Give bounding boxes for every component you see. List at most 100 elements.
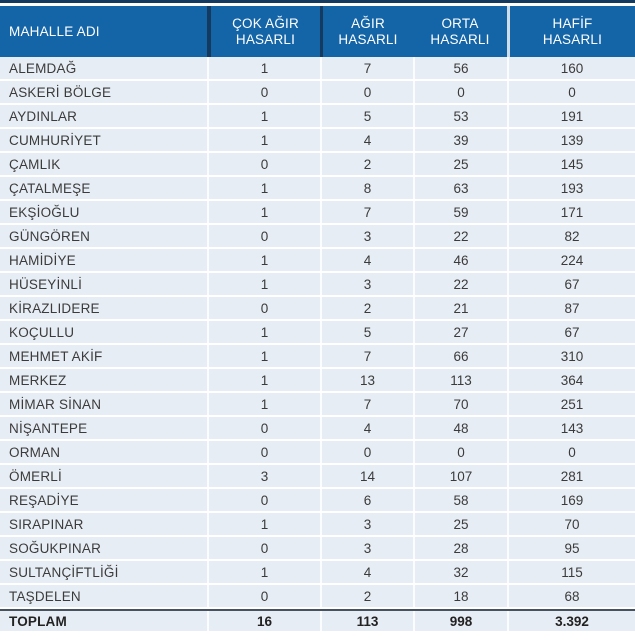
damage-count: 7 xyxy=(320,345,413,367)
damage-count: 1 xyxy=(207,513,320,535)
damage-count: 0 xyxy=(207,489,320,511)
damage-count: 2 xyxy=(320,297,413,319)
table-row: KOÇULLU 1 5 27 67 xyxy=(0,321,635,345)
table-body: ALEMDAĞ 1 7 56 160 ASKERİ BÖLGE 0 0 0 0 AYDINLAR 1 5… xyxy=(0,57,635,609)
damage-count: 191 xyxy=(507,105,635,127)
damage-count: 25 xyxy=(413,153,507,175)
table-row: TAŞDELEN 0 2 18 68 xyxy=(0,585,635,609)
header-line2: HASARLI xyxy=(542,31,603,47)
damage-count: 145 xyxy=(507,153,635,175)
damage-count: 0 xyxy=(207,537,320,559)
neighborhood-name: ÖMERLİ xyxy=(9,468,62,484)
table-row: ASKERİ BÖLGE 0 0 0 0 xyxy=(0,81,635,105)
table-row: SIRAPINAR 1 3 25 70 xyxy=(0,513,635,537)
neighborhood-name: SIRAPINAR xyxy=(9,516,84,532)
damage-count: 0 xyxy=(413,81,507,103)
damage-count: 364 xyxy=(507,369,635,391)
damage-count: 66 xyxy=(413,345,507,367)
damage-count: 4 xyxy=(320,561,413,583)
damage-count: 139 xyxy=(507,129,635,151)
damage-count: 63 xyxy=(413,177,507,199)
table-row: ÖMERLİ 3 14 107 281 xyxy=(0,465,635,489)
column-header-mahalle-adi: MAHALLE ADI xyxy=(0,6,207,57)
header-line1: AĞIR xyxy=(351,15,385,31)
damage-count: 3 xyxy=(207,465,320,487)
table-row: CUMHURİYET 1 4 39 139 xyxy=(0,129,635,153)
neighborhood-name: MERKEZ xyxy=(9,372,67,388)
damage-count: 1 xyxy=(207,321,320,343)
damage-count: 8 xyxy=(320,177,413,199)
damage-count: 3 xyxy=(320,513,413,535)
neighborhood-name: ASKERİ BÖLGE xyxy=(9,84,112,100)
neighborhood-name: ÇATALMEŞE xyxy=(9,180,91,196)
damage-count: 56 xyxy=(413,57,507,79)
neighborhood-name: MİMAR SİNAN xyxy=(9,396,102,412)
table-row: AYDINLAR 1 5 53 191 xyxy=(0,105,635,129)
damage-count: 1 xyxy=(207,393,320,415)
table-row: EKŞİOĞLU 1 7 59 171 xyxy=(0,201,635,225)
header-line1: MAHALLE ADI xyxy=(9,23,100,39)
damage-count: 13 xyxy=(320,369,413,391)
header-line2: HASARLI xyxy=(338,31,398,47)
damage-count: 1 xyxy=(207,345,320,367)
damage-count: 171 xyxy=(507,201,635,223)
damage-count: 0 xyxy=(207,297,320,319)
total-row: TOPLAM 16 113 998 3.392 xyxy=(0,609,635,633)
table-row: REŞADİYE 0 6 58 169 xyxy=(0,489,635,513)
damage-count: 7 xyxy=(320,201,413,223)
damage-count: 1 xyxy=(207,369,320,391)
damage-count: 0 xyxy=(413,441,507,463)
damage-count: 7 xyxy=(320,57,413,79)
damage-count: 39 xyxy=(413,129,507,151)
neighborhood-name: ÇAMLIK xyxy=(9,156,61,172)
table-row: ORMAN 0 0 0 0 xyxy=(0,441,635,465)
table-row: ÇATALMEŞE 1 8 63 193 xyxy=(0,177,635,201)
damage-count: 0 xyxy=(207,417,320,439)
damage-count: 28 xyxy=(413,537,507,559)
damage-count: 53 xyxy=(413,105,507,127)
header-line2: HASARLI xyxy=(430,31,490,47)
neighborhood-name: MEHMET AKİF xyxy=(9,348,103,364)
damage-count: 68 xyxy=(507,585,635,607)
damage-count: 0 xyxy=(320,441,413,463)
damage-count: 1 xyxy=(207,129,320,151)
damage-count: 4 xyxy=(320,129,413,151)
neighborhood-name: EKŞİOĞLU xyxy=(9,204,80,220)
table-row: KİRAZLIDERE 0 2 21 87 xyxy=(0,297,635,321)
damage-count: 193 xyxy=(507,177,635,199)
damage-count: 1 xyxy=(207,105,320,127)
damage-count: 25 xyxy=(413,513,507,535)
neighborhood-name: ORMAN xyxy=(9,444,61,460)
total-hafif: 3.392 xyxy=(507,611,635,631)
damage-count: 1 xyxy=(207,201,320,223)
table-row: SOĞUKPINAR 0 3 28 95 xyxy=(0,537,635,561)
table-row: MEHMET AKİF 1 7 66 310 xyxy=(0,345,635,369)
damage-count: 0 xyxy=(207,153,320,175)
neighborhood-name: SULTANÇİFTLİĞİ xyxy=(9,564,119,580)
header-line1: ÇOK AĞIR xyxy=(232,15,299,31)
damage-count: 0 xyxy=(207,585,320,607)
damage-count: 310 xyxy=(507,345,635,367)
column-header-hafif-hasarli: HAFİF HASARLI xyxy=(507,6,635,57)
damage-count: 3 xyxy=(320,273,413,295)
column-header-agir-hasarli: AĞIR HASARLI xyxy=(320,6,413,57)
total-agir: 113 xyxy=(320,611,413,631)
damage-count: 169 xyxy=(507,489,635,511)
damage-count: 21 xyxy=(413,297,507,319)
neighborhood-name: NİŞANTEPE xyxy=(9,420,88,436)
table-row: HÜSEYİNLİ 1 3 22 67 xyxy=(0,273,635,297)
damage-count: 251 xyxy=(507,393,635,415)
damage-count: 115 xyxy=(507,561,635,583)
damage-count: 107 xyxy=(413,465,507,487)
header-line1: ORTA xyxy=(441,15,479,31)
damage-count: 1 xyxy=(207,177,320,199)
damage-count: 113 xyxy=(413,369,507,391)
table-row: ÇAMLIK 0 2 25 145 xyxy=(0,153,635,177)
damage-count: 18 xyxy=(413,585,507,607)
neighborhood-name: HÜSEYİNLİ xyxy=(9,276,83,292)
table-row: HAMİDİYE 1 4 46 224 xyxy=(0,249,635,273)
damage-count: 58 xyxy=(413,489,507,511)
header-line1: HAFİF xyxy=(552,15,593,31)
damage-count: 0 xyxy=(507,81,635,103)
